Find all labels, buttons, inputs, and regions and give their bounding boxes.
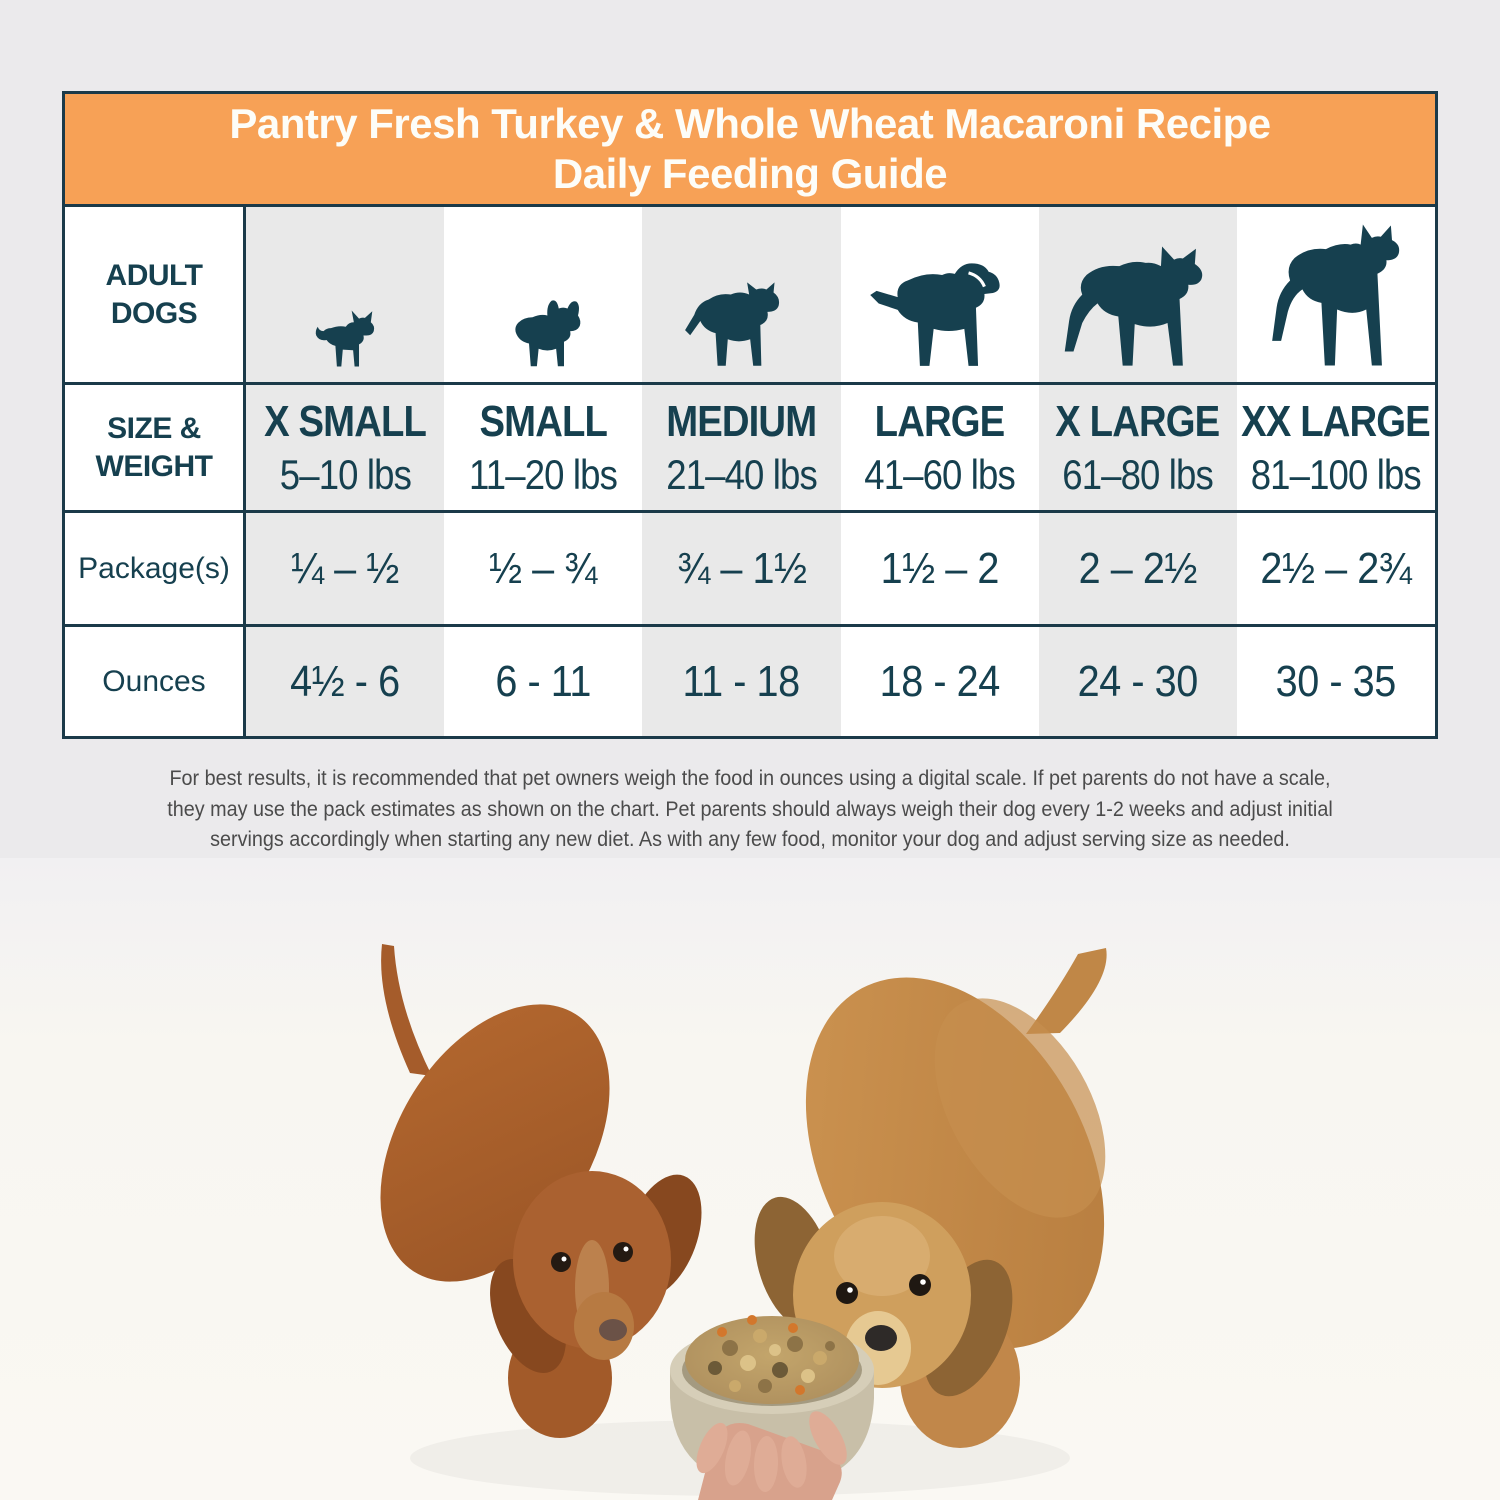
size-weight: 21–40 lbs	[666, 450, 818, 498]
ounces-cell-large: 18 - 24	[840, 624, 1039, 736]
food-mound	[685, 1316, 859, 1404]
longhair-forehead	[834, 1216, 930, 1296]
row-label-packages: Package(s)	[65, 510, 246, 624]
banner: Pantry Fresh Turkey & Whole Wheat Macaro…	[65, 94, 1435, 204]
ounces-cell-small: 6 - 11	[444, 624, 643, 736]
dachshund-left-eye	[551, 1252, 571, 1272]
packages-cell-x-small: ¼ – ½	[246, 510, 445, 624]
eye-glint	[920, 1279, 926, 1285]
longhair-left-eye	[836, 1282, 858, 1304]
size-weight: 5–10 lbs	[279, 450, 411, 498]
german-shepherd-icon	[1064, 246, 1202, 366]
ounces-value: 6 - 11	[495, 656, 592, 706]
footnote-line-3: servings accordingly when starting any n…	[210, 827, 1290, 852]
size-cell-x-large: X LARGE 61–80 lbs	[1038, 382, 1237, 510]
feeding-guide-table: Pantry Fresh Turkey & Whole Wheat Macaro…	[62, 91, 1438, 739]
row-label-adult: ADULT	[105, 259, 203, 292]
finger	[753, 1436, 779, 1492]
row-label-adult-dogs: ADULT DOGS	[65, 204, 246, 382]
ounces-value: 24 - 30	[1077, 656, 1199, 706]
row-label-dogs: DOGS	[110, 296, 198, 330]
dog-cell-large	[840, 204, 1039, 382]
dog-cell-xx-large	[1236, 204, 1435, 382]
great-dane-icon	[1272, 224, 1400, 366]
ounces-value: 4½ - 6	[290, 656, 400, 706]
chihuahua-icon	[315, 310, 375, 367]
hand-holding-bowl	[696, 1411, 847, 1500]
longhair-nose	[865, 1325, 897, 1351]
finger	[724, 1430, 752, 1486]
dachshund-right-eye	[613, 1242, 633, 1262]
eye-glint	[561, 1256, 567, 1262]
banner-subtitle: Daily Feeding Guide	[552, 150, 948, 197]
collar-line	[967, 271, 986, 288]
finger	[696, 1422, 728, 1474]
packages-cell-xx-large: 2½ – 2¾	[1236, 510, 1435, 624]
packages-cell-small: ½ – ¾	[444, 510, 643, 624]
packages-value: 2½ – 2¾	[1260, 543, 1412, 593]
size-cell-x-small: X SMALL 5–10 lbs	[246, 382, 445, 510]
size-cell-medium: MEDIUM 21–40 lbs	[642, 382, 841, 510]
dog-cell-medium	[642, 204, 841, 382]
size-weight: 81–100 lbs	[1250, 450, 1422, 498]
size-cell-xx-large: XX LARGE 81–100 lbs	[1236, 382, 1435, 510]
row-label-weight: WEIGHT	[95, 449, 214, 483]
dog-cell-small	[444, 204, 643, 382]
dachshund-nose	[599, 1319, 627, 1341]
ounces-cell-xx-large: 30 - 35	[1236, 624, 1435, 736]
row-label-packages-text: Package(s)	[78, 551, 230, 585]
french-bulldog-icon	[515, 300, 581, 367]
packages-cell-x-large: 2 – 2½	[1038, 510, 1237, 624]
footnote: For best results, it is recommended that…	[0, 763, 1500, 855]
ounces-value: 11 - 18	[682, 656, 801, 706]
size-weight: 41–60 lbs	[864, 450, 1016, 498]
ounces-cell-x-large: 24 - 30	[1038, 624, 1237, 736]
dachshund-tail	[381, 944, 432, 1076]
size-name: X LARGE	[1055, 396, 1221, 446]
labrador-icon	[869, 263, 1000, 366]
size-cell-large: LARGE 41–60 lbs	[840, 382, 1039, 510]
size-cell-small: SMALL 11–20 lbs	[444, 382, 643, 510]
food-texture	[708, 1315, 835, 1395]
packages-cell-medium: ¾ – 1½	[642, 510, 841, 624]
size-name: XX LARGE	[1241, 396, 1432, 446]
size-name: MEDIUM	[666, 396, 817, 446]
dog-cell-x-large	[1038, 204, 1237, 382]
packages-value: ¾ – 1½	[676, 543, 807, 593]
longhair-fur	[934, 998, 1106, 1218]
packages-value: ½ – ¾	[489, 543, 598, 593]
eye-glint	[623, 1246, 629, 1252]
row-label-size: SIZE &	[107, 412, 201, 445]
footnote-line-1: For best results, it is recommended that…	[169, 766, 1331, 790]
photo-dogs-with-bowl	[0, 858, 1500, 1500]
footnote-line-2: they may use the pack estimates as shown…	[167, 796, 1333, 821]
thumb	[809, 1411, 847, 1465]
size-weight: 61–80 lbs	[1062, 450, 1214, 498]
ounces-cell-x-small: 4½ - 6	[246, 624, 445, 736]
longhair-right-eye	[909, 1274, 931, 1296]
packages-value: ¼ – ½	[291, 543, 399, 593]
pit-bull-icon	[685, 282, 780, 366]
eye-glint	[847, 1287, 853, 1293]
size-name: X SMALL	[264, 396, 427, 446]
photo-illustration	[380, 944, 1107, 1500]
size-weight: 11–20 lbs	[469, 450, 618, 498]
packages-value: 2 – 2½	[1078, 543, 1198, 593]
ounces-value: 30 - 35	[1275, 656, 1397, 706]
dog-cell-x-small	[246, 204, 445, 382]
longhair-tail	[1026, 948, 1107, 1034]
ounces-cell-medium: 11 - 18	[642, 624, 841, 736]
size-name: SMALL	[479, 396, 607, 446]
packages-value: 1½ – 2	[880, 543, 999, 593]
finger	[781, 1436, 807, 1488]
row-label-size-weight: SIZE & WEIGHT	[65, 382, 246, 510]
size-name: LARGE	[874, 396, 1006, 446]
banner-title: Pantry Fresh Turkey & Whole Wheat Macaro…	[229, 100, 1271, 148]
packages-cell-large: 1½ – 2	[840, 510, 1039, 624]
ounces-value: 18 - 24	[879, 656, 1001, 706]
smooth-coat-dachshund	[380, 944, 702, 1438]
row-label-ounces-text: Ounces	[102, 664, 206, 698]
row-label-ounces: Ounces	[65, 624, 246, 736]
